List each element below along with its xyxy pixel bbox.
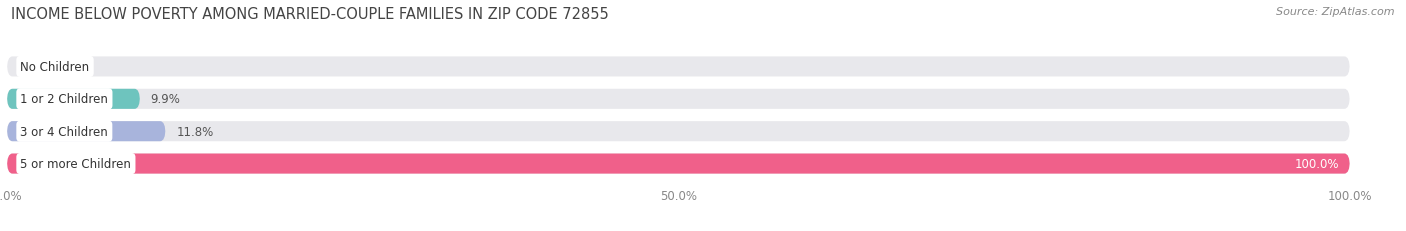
- Text: 3 or 4 Children: 3 or 4 Children: [21, 125, 108, 138]
- Text: Source: ZipAtlas.com: Source: ZipAtlas.com: [1277, 7, 1395, 17]
- Text: 9.9%: 9.9%: [150, 93, 180, 106]
- Text: INCOME BELOW POVERTY AMONG MARRIED-COUPLE FAMILIES IN ZIP CODE 72855: INCOME BELOW POVERTY AMONG MARRIED-COUPL…: [11, 7, 609, 22]
- FancyBboxPatch shape: [7, 122, 166, 142]
- FancyBboxPatch shape: [7, 154, 1350, 174]
- FancyBboxPatch shape: [7, 122, 1350, 142]
- FancyBboxPatch shape: [7, 89, 141, 109]
- Text: 100.0%: 100.0%: [1295, 157, 1339, 170]
- FancyBboxPatch shape: [7, 154, 1350, 174]
- Text: 1 or 2 Children: 1 or 2 Children: [21, 93, 108, 106]
- Text: 0.15%: 0.15%: [27, 61, 65, 74]
- FancyBboxPatch shape: [7, 89, 1350, 109]
- Text: No Children: No Children: [21, 61, 90, 74]
- Text: 11.8%: 11.8%: [176, 125, 214, 138]
- Text: 5 or more Children: 5 or more Children: [21, 157, 131, 170]
- FancyBboxPatch shape: [7, 57, 1350, 77]
